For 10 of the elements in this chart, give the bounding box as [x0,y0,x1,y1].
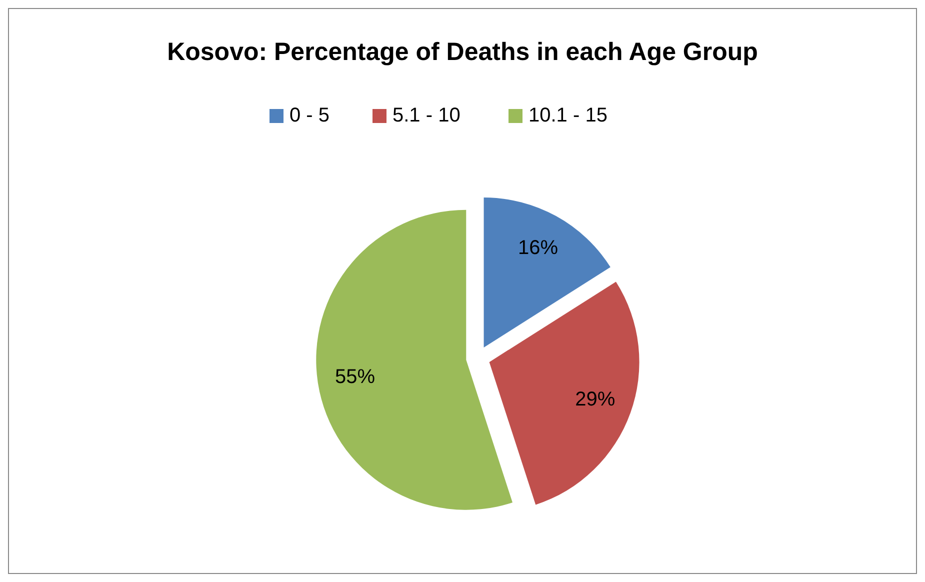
legend-label: 0 - 5 [290,104,330,126]
legend-label: 10.1 - 15 [528,104,608,126]
chart-title: Kosovo: Percentage of Deaths in each Age Group [167,38,758,66]
legend-entry: 0 - 5 [270,104,330,126]
data-label: 29% [575,388,616,410]
legend-label: 5.1 - 10 [392,104,460,126]
legend-entry: 5.1 - 10 [372,104,460,126]
legend-entry: 10.1 - 15 [508,104,608,126]
data-label: 16% [518,237,558,260]
data-label: 55% [335,366,376,388]
